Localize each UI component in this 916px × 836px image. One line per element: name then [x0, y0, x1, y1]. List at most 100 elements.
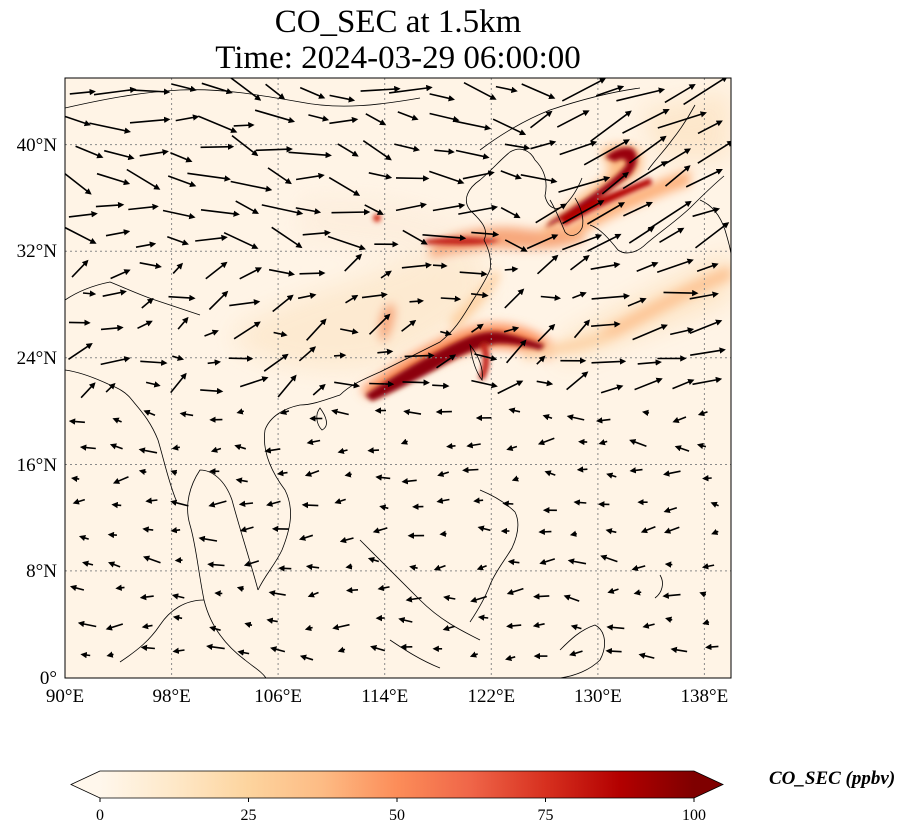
wind-arrow [200, 387, 224, 395]
wind-arrow [702, 619, 710, 626]
wind-arrow [537, 437, 555, 446]
wind-arrow [112, 476, 129, 484]
wind-arrow [307, 591, 319, 598]
wind-arrow [433, 564, 446, 571]
wind-arrow [70, 475, 80, 483]
wind-arrow [297, 292, 317, 300]
wind-arrow [299, 654, 314, 661]
wind-arrow [521, 83, 556, 100]
wind-arrow [642, 409, 650, 417]
wind-arrow [533, 593, 550, 600]
wind-arrow [239, 376, 269, 388]
wind-arrow [340, 328, 359, 335]
wind-arrow [265, 83, 286, 100]
wind-arrow [440, 295, 462, 303]
wind-arrow [334, 381, 361, 389]
wind-arrow [507, 558, 520, 566]
map-title: CO_SEC at 1.5km [274, 4, 522, 40]
wind-arrow [401, 319, 417, 332]
wind-arrow [170, 151, 193, 163]
colorbar-extend-min [71, 771, 100, 798]
wind-arrow [179, 411, 194, 418]
wind-arrow [329, 94, 356, 103]
wind-arrow [268, 268, 295, 277]
wind-arrow [429, 93, 455, 102]
lat-tick-40: 40°N [17, 135, 58, 156]
wind-arrow [379, 504, 389, 511]
wind-arrow [244, 621, 253, 628]
wind-arrow [302, 229, 331, 237]
wind-arrow [111, 501, 122, 509]
wind-arrow [204, 329, 219, 337]
wind-arrow [401, 478, 417, 485]
wind-arrow [79, 444, 96, 451]
wind-arrow [440, 329, 452, 337]
wind-arrow [139, 149, 169, 157]
lon-tick-114: 114°E [361, 686, 408, 707]
wind-arrow [573, 499, 587, 506]
wind-arrow [572, 291, 587, 299]
wind-arrow [277, 374, 297, 398]
wind-arrow [95, 201, 125, 209]
wind-arrow [170, 372, 187, 394]
wind-arrow [606, 472, 617, 479]
colorbar-extend-max [694, 771, 723, 798]
wind-arrow [273, 330, 288, 338]
wind-arrow [601, 171, 629, 195]
wind-arrow [234, 444, 247, 451]
wind-arrow [492, 118, 527, 136]
wind-arrow [96, 172, 131, 186]
wind-arrow [697, 409, 708, 417]
wind-arrow [470, 595, 488, 603]
wind-arrow [628, 135, 667, 164]
wind-arrow [664, 165, 691, 187]
wind-arrow [462, 466, 479, 474]
wind-arrow [278, 565, 292, 572]
wind-arrow [590, 110, 632, 142]
wind-arrow [177, 316, 189, 330]
wind-arrow [544, 470, 556, 477]
wind-arrow [405, 596, 422, 603]
wind-arrow [171, 593, 185, 600]
wind-arrow [474, 353, 498, 362]
wind-arrow [100, 324, 124, 332]
wind-arrow [236, 408, 244, 415]
wind-arrow [536, 355, 546, 365]
wind-arrow [138, 447, 158, 454]
colorbar-tick-25: 25 [241, 807, 257, 824]
wind-arrow [701, 563, 715, 570]
wind-arrow [68, 418, 85, 425]
wind-arrow [77, 620, 97, 628]
wind-arrow [345, 294, 359, 304]
wind-arrow [238, 500, 254, 508]
wind-arrow [586, 202, 626, 225]
wind-arrow [377, 348, 394, 356]
wind-arrow [536, 254, 559, 275]
wind-arrow [622, 109, 670, 134]
wind-arrow [75, 145, 104, 159]
wind-arrow [105, 229, 131, 237]
wind-arrow [520, 174, 558, 184]
wind-arrow [439, 530, 447, 537]
wind-arrow [135, 241, 157, 248]
wind-arrow [562, 200, 605, 225]
wind-arrow [82, 560, 94, 567]
wind-arrow [388, 84, 433, 94]
wind-arrow [130, 88, 171, 95]
wind-arrow [175, 114, 200, 122]
wind-arrow [375, 474, 391, 481]
wind-arrow [170, 527, 181, 534]
map-frame [64, 77, 732, 679]
wind-arrow [368, 172, 393, 180]
wind-arrow [409, 564, 418, 571]
wind-arrow [459, 270, 488, 277]
wind-arrow [69, 584, 85, 592]
wind-arrow [306, 438, 321, 446]
wind-arrow [436, 497, 450, 504]
wind-arrow [672, 379, 695, 390]
wind-arrow [129, 116, 171, 124]
wind-arrow [365, 113, 387, 126]
wind-arrow [68, 211, 98, 218]
wind-arrow [583, 139, 630, 166]
